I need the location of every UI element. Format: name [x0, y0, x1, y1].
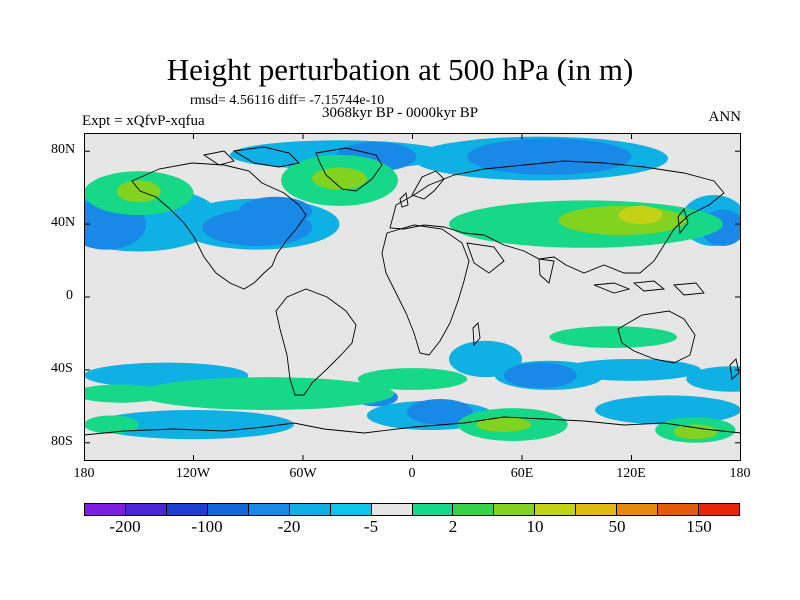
lat-label-80n: 80N: [51, 142, 76, 157]
lon-label-0: 0: [408, 466, 416, 481]
colorbar-label: -20: [277, 517, 301, 536]
rmsd-diff-stats: rmsd= 4.56116 diff= -7.15744e-10: [190, 93, 385, 108]
colorbar-bin: [207, 504, 249, 515]
contour-region-blue: [503, 362, 577, 389]
contour-region-blue: [467, 138, 632, 175]
colorbar-bin: [617, 504, 659, 515]
contour-region-cyan: [93, 409, 294, 440]
lat-label-40s: 40S: [51, 361, 73, 376]
colorbar-bin: [330, 504, 372, 515]
contour-region-green: [357, 368, 468, 390]
colorbar-label: -100: [191, 517, 223, 536]
lat-label-40n: 40N: [51, 215, 76, 230]
colorbar-bin: [494, 504, 536, 515]
lon-label-120w: 120W: [175, 466, 211, 481]
lon-label-180e: 180: [729, 466, 751, 481]
contour-region-cyan: [595, 395, 741, 425]
colorbar-label: 10: [526, 517, 544, 536]
colorbar-label: 150: [686, 517, 712, 536]
colorbar-bin: [371, 504, 413, 515]
lat-label-0: 0: [66, 288, 73, 303]
time-period-label: 3068kyr BP - 0000kyr BP: [322, 105, 479, 121]
world-contour-map: [84, 133, 741, 461]
contour-region-cyan: [686, 366, 741, 392]
season-label: ANN: [708, 109, 742, 125]
colorbar-bin: [535, 504, 577, 515]
contour-region-lime: [476, 417, 532, 432]
colorbar-bin: [412, 504, 454, 515]
colorbar-bin: [85, 504, 126, 515]
lon-label-60e: 60E: [510, 466, 534, 481]
contour-region-cyan: [562, 358, 701, 381]
colorbar: [84, 503, 740, 516]
contour-region-green: [549, 326, 678, 349]
lon-label-60w: 60W: [289, 466, 317, 481]
colorbar-label: 2: [448, 517, 458, 536]
colorbar-bin: [289, 504, 331, 515]
map-panel: [84, 133, 741, 461]
contour-region-yellow: [618, 205, 663, 225]
colorbar-bin: [166, 504, 208, 515]
lat-label-80s: 80S: [51, 434, 73, 449]
colorbar-label: -200: [109, 517, 141, 536]
map-title: Height perturbation at 500 hPa (in m): [166, 52, 634, 87]
contour-region-lime: [312, 167, 367, 190]
contour-region-green: [84, 415, 139, 434]
colorbar-bin: [248, 504, 290, 515]
colorbar-bin: [576, 504, 618, 515]
coastlines: [84, 146, 741, 436]
colorbar-bin: [699, 504, 739, 515]
experiment-label: Expt = xQfvP-xqfua: [82, 113, 205, 129]
contour-region-lime: [116, 180, 161, 203]
lon-label-120e: 120E: [616, 466, 646, 481]
lon-label-180w: 180: [73, 466, 95, 481]
colorbar-label: 50: [608, 517, 626, 536]
contour-region-blue: [239, 196, 313, 226]
colorbar-bin: [125, 504, 167, 515]
colorbar-bin: [453, 504, 495, 515]
axis-ticks: [84, 133, 741, 461]
contour-region-lime: [673, 424, 718, 440]
contour-region-green: [84, 384, 167, 403]
colorbar-bin: [658, 504, 700, 515]
contour-region-blue: [407, 399, 473, 425]
contour-region-green: [138, 377, 395, 410]
colorbar-label: -5: [363, 517, 379, 536]
